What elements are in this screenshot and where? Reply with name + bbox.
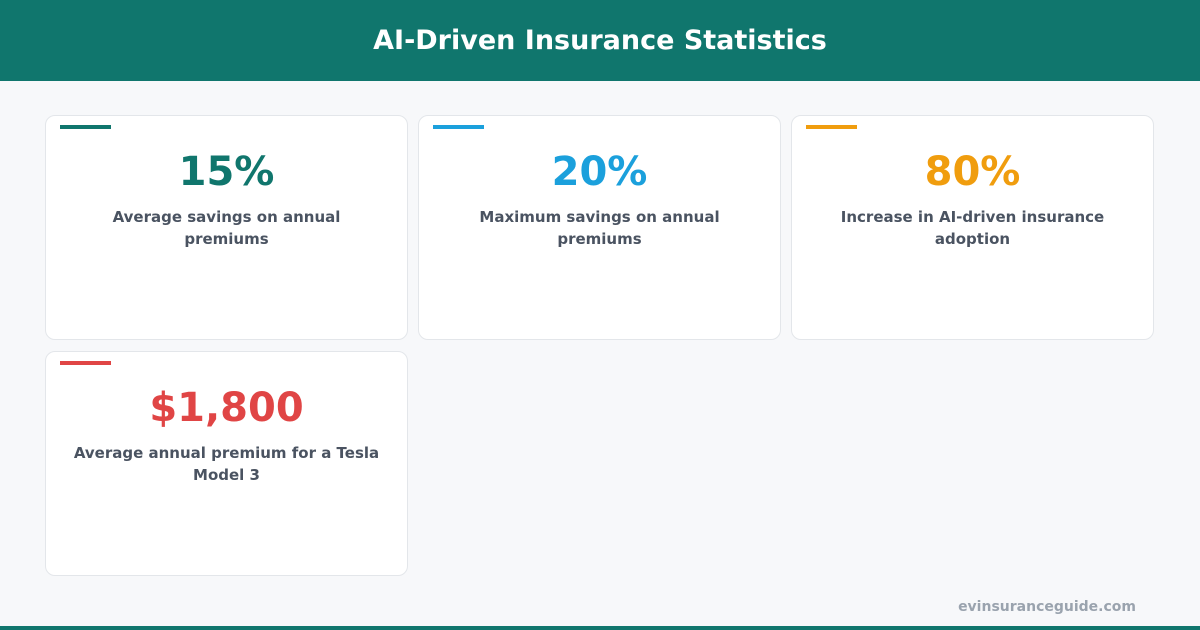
footer-site: evinsuranceguide.com bbox=[958, 599, 1136, 615]
bottom-bar bbox=[0, 626, 1200, 630]
stat-card: 80% Increase in AI-driven insurance adopt… bbox=[791, 115, 1154, 340]
header-title: AI-Driven Insurance Statistics bbox=[0, 0, 1200, 81]
accent-bar bbox=[433, 125, 484, 129]
stat-label: Average annual premium for a Tesla Model… bbox=[73, 444, 380, 484]
stat-value: 80% bbox=[924, 149, 1021, 195]
stat-value: 15% bbox=[178, 149, 275, 195]
stat-card: $1,800 Average annual premium for a Tesla… bbox=[45, 351, 408, 576]
accent-bar bbox=[60, 361, 111, 365]
stat-card: 15% Average savings on annual premiums bbox=[45, 115, 408, 340]
card-grid: 15% Average savings on annual premiums 20%… bbox=[45, 115, 1155, 576]
stat-label: Average savings on annual premiums bbox=[112, 208, 341, 248]
stat-card: 20% Maximum savings on annual premiums bbox=[418, 115, 781, 340]
accent-bar bbox=[806, 125, 857, 129]
stat-value: $1,800 bbox=[149, 385, 304, 431]
stat-label: Increase in AI-driven insurance adoption bbox=[840, 208, 1105, 248]
accent-bar bbox=[60, 125, 111, 129]
stat-value: 20% bbox=[551, 149, 648, 195]
stat-label: Maximum savings on annual premiums bbox=[479, 208, 720, 248]
